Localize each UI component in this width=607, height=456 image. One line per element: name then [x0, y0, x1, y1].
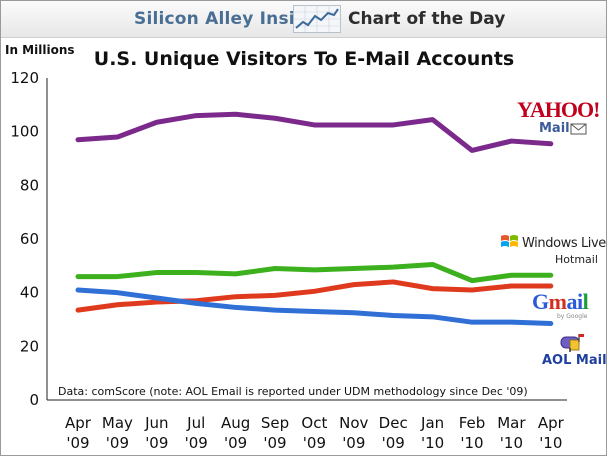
aol-mail-logo: AOL Mail — [542, 353, 607, 368]
series-line-aol-mail — [78, 290, 551, 324]
x-tick-label: '09 — [145, 434, 168, 452]
x-tick-label: Jun — [144, 414, 168, 432]
x-tick-label: Dec — [379, 414, 408, 432]
y-tick-label: 20 — [20, 337, 39, 355]
x-tick-label: May — [102, 414, 133, 432]
series-lines — [78, 114, 551, 323]
gmail-sublabel: by Google — [557, 313, 587, 320]
y-axis-label: In Millions — [5, 43, 75, 57]
x-tick-label: '09 — [342, 434, 365, 452]
yahoo-mail-sublabel: Mail — [539, 121, 570, 136]
x-tick-label: '10 — [460, 434, 483, 452]
chart-title: U.S. Unique Visitors To E-Mail Accounts — [94, 48, 514, 70]
x-tick-label: '09 — [382, 434, 405, 452]
windows-flag-icon — [499, 232, 521, 252]
y-tick-labels: 0 20 40 60 80 100 120 — [10, 69, 39, 409]
x-tick-label: '10 — [539, 434, 562, 452]
y-tick-label: 40 — [20, 284, 39, 302]
x-tick-label: '09 — [303, 434, 326, 452]
source-note: Data: comScore (note: AOL Email is repor… — [58, 385, 528, 398]
x-tick-label: Jul — [186, 414, 205, 432]
gmail-logo: Gmail — [532, 289, 588, 315]
x-tick-label: '09 — [185, 434, 208, 452]
x-tick-label: '10 — [421, 434, 444, 452]
x-tick-label: Jan — [420, 414, 444, 432]
x-tick-label: '10 — [500, 434, 523, 452]
x-tick-label: Feb — [459, 414, 486, 432]
x-tick-label: '09 — [224, 434, 247, 452]
hotmail-sublabel: Hotmail — [555, 253, 598, 266]
x-tick-label: Apr — [538, 414, 565, 432]
windows-live-logo: Windows Live — [522, 236, 606, 251]
x-tick-label: '09 — [263, 434, 286, 452]
series-line-yahoo-mail — [78, 114, 551, 150]
yahoo-mail-logo: YAHOO! — [517, 97, 599, 123]
y-tick-label: 120 — [10, 69, 39, 87]
y-tick-label: 80 — [20, 176, 39, 194]
x-tick-label: '09 — [106, 434, 129, 452]
x-tick-label: Apr — [65, 414, 92, 432]
x-tick-label: '09 — [66, 434, 89, 452]
series-line-windows-live-hotmail — [78, 264, 551, 280]
mailbox-icon — [558, 331, 588, 353]
y-tick-label: 100 — [10, 123, 39, 141]
x-tick-label: Mar — [497, 414, 526, 432]
x-tick-label: Nov — [339, 414, 368, 432]
y-tick-label: 60 — [20, 230, 39, 248]
x-tick-labels: Apr '09 May '09 Jun '09 Jul '09 Aug '09 Sep '09 Oct '… — [65, 414, 565, 452]
x-tick-label: Aug — [221, 414, 250, 432]
envelope-icon — [570, 122, 588, 136]
x-tick-label: Sep — [261, 414, 289, 432]
x-tick-label: Oct — [301, 414, 327, 432]
y-tick-label: 0 — [29, 391, 39, 409]
